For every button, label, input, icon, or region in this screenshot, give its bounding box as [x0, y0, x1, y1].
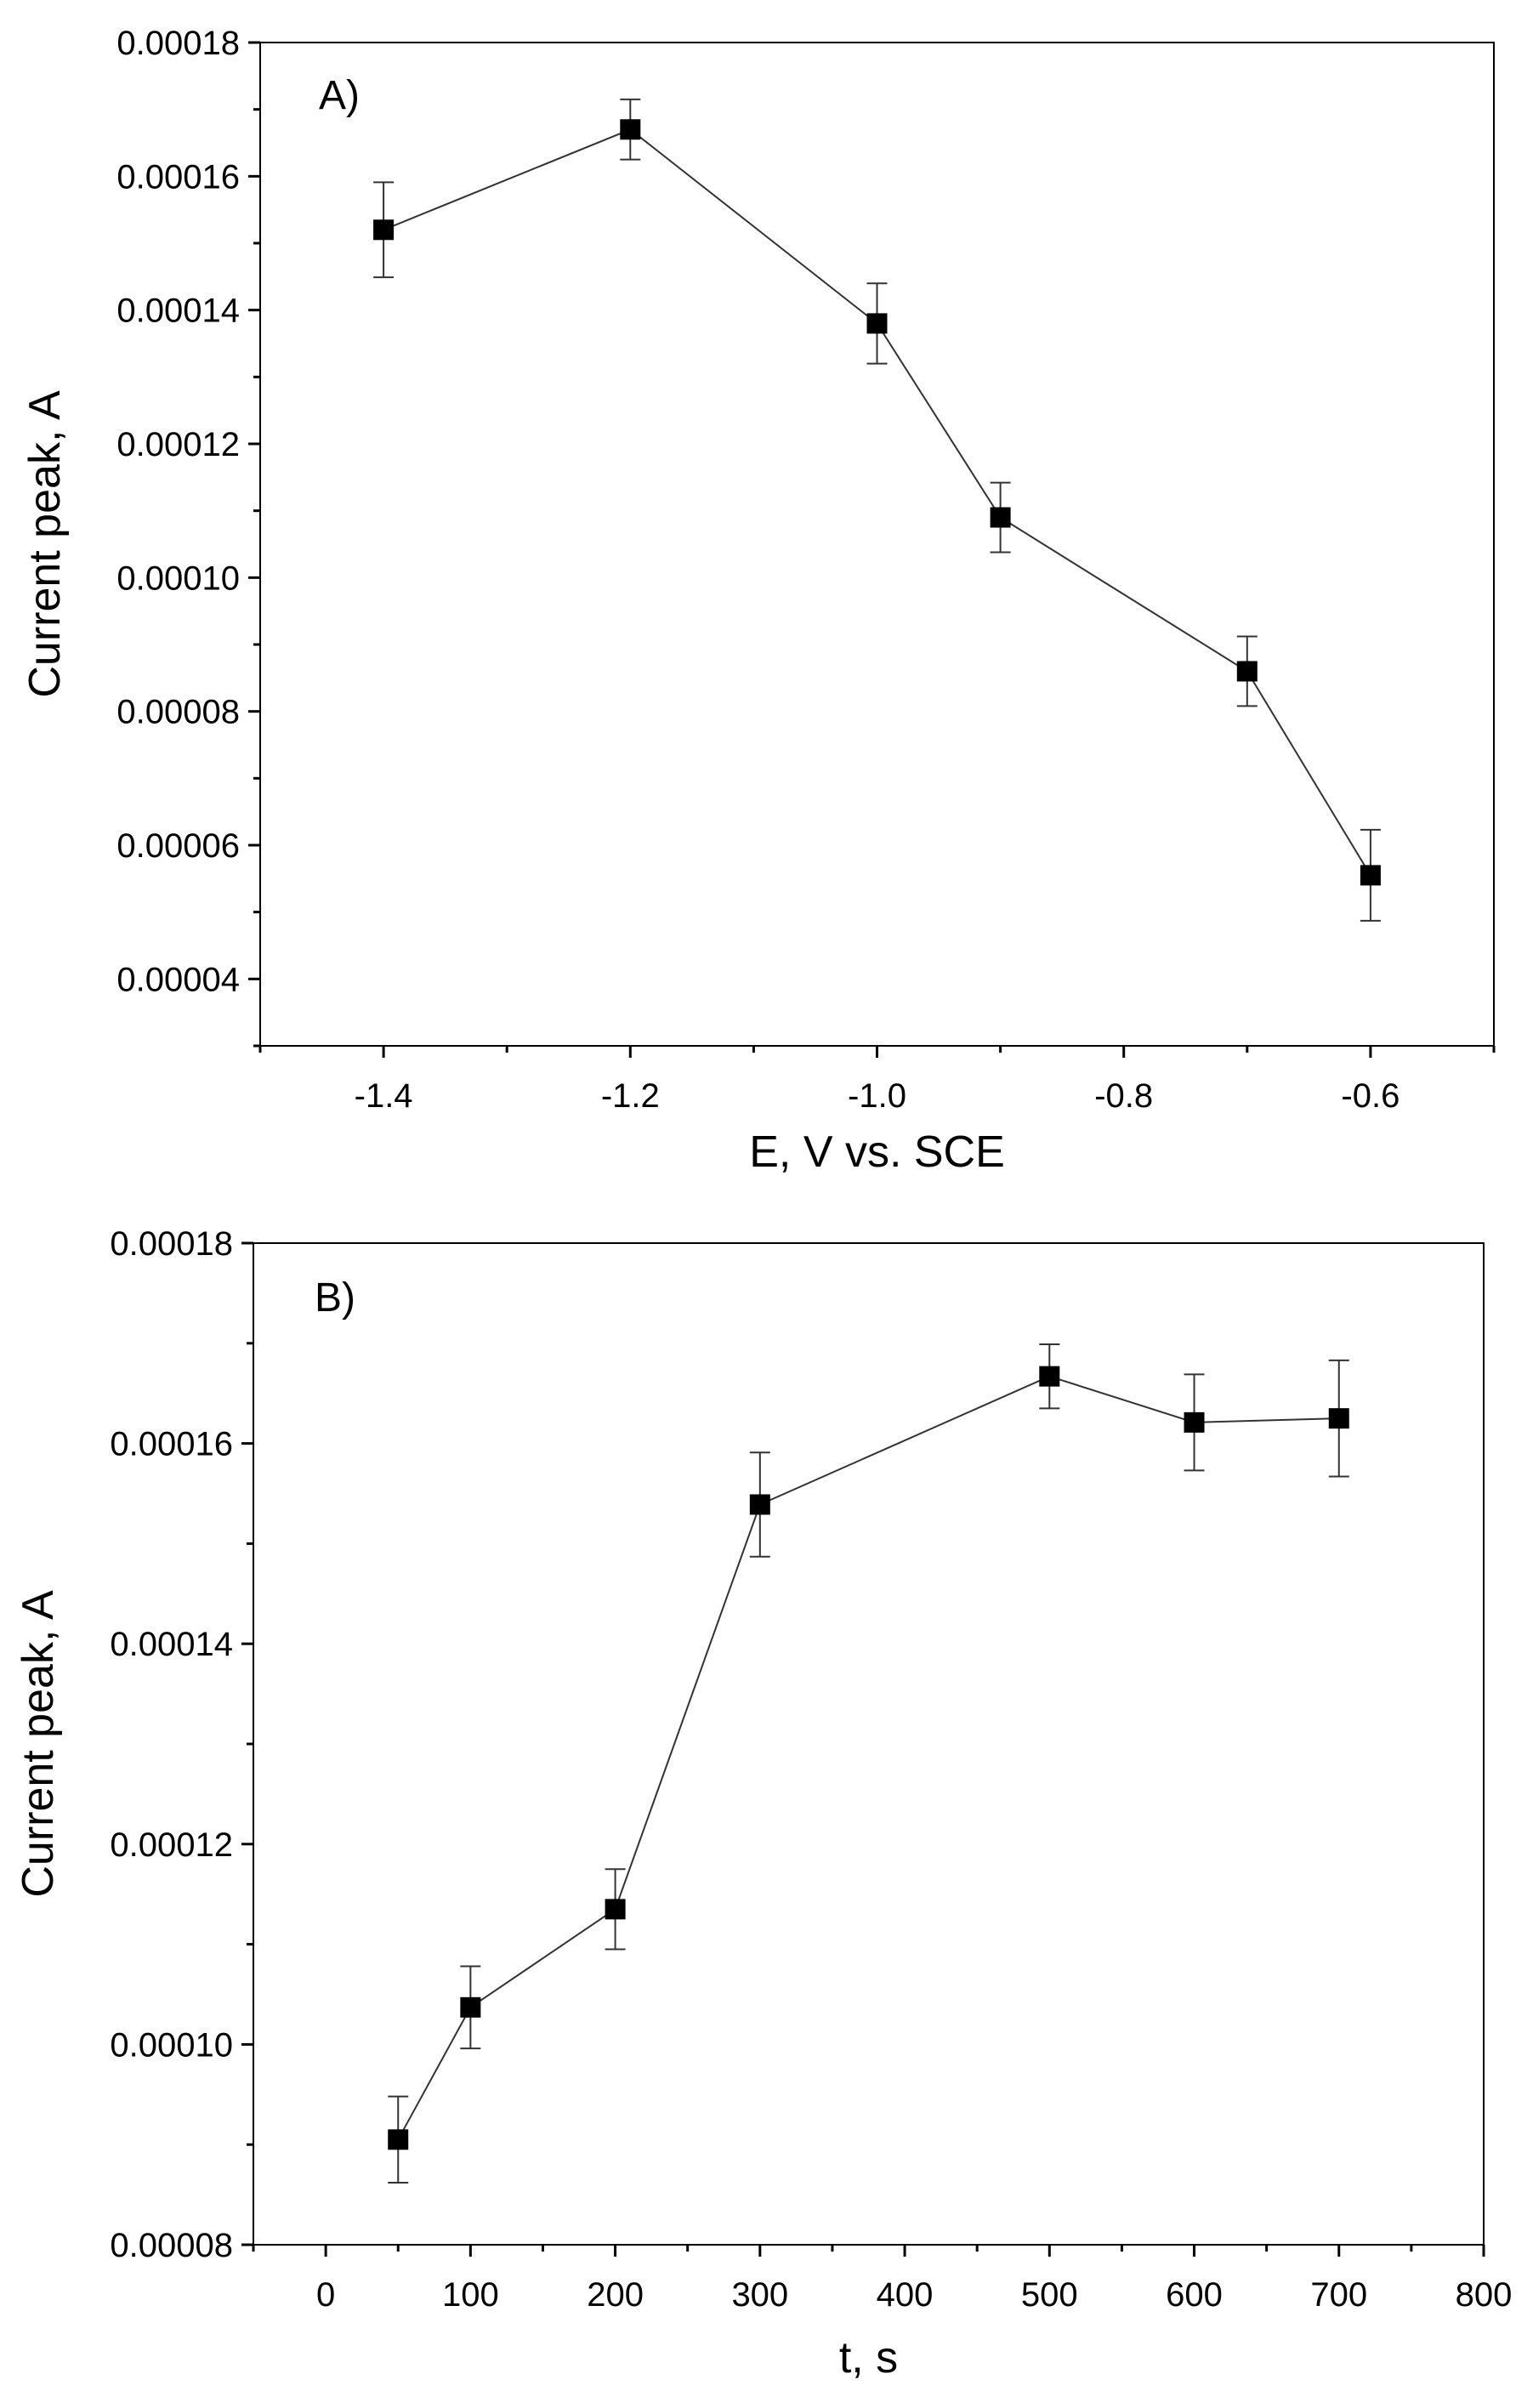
x-tick-label: 700: [1310, 2276, 1367, 2314]
data-point: [1039, 1366, 1060, 1387]
x-tick-label: -1.4: [355, 1077, 413, 1115]
x-tick-label: 400: [877, 2276, 934, 2314]
y-tick-label: 0.00012: [116, 426, 240, 463]
y-tick-label: 0.00010: [116, 559, 240, 597]
x-axis-title: E, V vs. SCE: [749, 1127, 1005, 1177]
y-tick-label: 0.00018: [116, 25, 240, 62]
panel-a: -1.4 -1.2 -1.0 -0.8 -0.6 0.00004 0.00006 0.0000…: [20, 25, 1496, 1177]
y-tick-label: 0.00016: [110, 1426, 233, 1463]
x-tick-label: 800: [1456, 2276, 1513, 2314]
y-tick-label: 0.00014: [110, 1626, 233, 1663]
y-tick-label: 0.00018: [110, 1225, 233, 1263]
y-tick-label: 0.00012: [110, 1826, 233, 1864]
y-tick-label: 0.00010: [110, 2026, 233, 2064]
data-point: [373, 219, 395, 241]
data-point: [1184, 1411, 1205, 1433]
y-axis-title: Current peak, A: [14, 1590, 63, 1898]
y-tick-label: 0.00004: [116, 961, 240, 998]
x-tick-label: 200: [587, 2276, 644, 2314]
x-tick-label: -0.8: [1094, 1077, 1153, 1115]
data-point: [605, 1899, 626, 1920]
data-point: [388, 2129, 409, 2150]
x-tick-label: -1.2: [601, 1077, 660, 1115]
x-tick-label: 600: [1166, 2276, 1223, 2314]
y-tick-label: 0.00014: [116, 292, 240, 330]
y-tick-label: 0.00006: [116, 827, 240, 865]
series-line: [383, 128, 1371, 876]
data-point: [620, 119, 641, 140]
panel-label: A): [319, 73, 360, 118]
plot-frame: [259, 42, 1495, 1047]
x-tick-label: -0.6: [1341, 1077, 1400, 1115]
y-tick-label: 0.00008: [116, 694, 240, 731]
data-point: [1328, 1408, 1349, 1429]
panel-b: 0 100 200 300 400 500 600 700 800 0.00008 0.00010 0…: [14, 1225, 1512, 2382]
x-tick-label: 500: [1021, 2276, 1078, 2314]
series-line: [397, 1375, 1339, 2140]
y-axis-title: Current peak, A: [20, 390, 70, 698]
data-point: [990, 507, 1011, 528]
x-tick-label: -1.0: [848, 1077, 906, 1115]
y-tick-label: 0.00016: [116, 158, 240, 196]
x-tick-label: 300: [731, 2276, 788, 2314]
plot-frame: [253, 1242, 1485, 2246]
data-point: [866, 313, 888, 334]
data-point: [1360, 865, 1381, 886]
x-axis-title: t, s: [839, 2333, 898, 2382]
data-point: [1236, 661, 1258, 682]
x-tick-label: 0: [316, 2276, 335, 2314]
y-tick-label: 0.00008: [110, 2227, 233, 2264]
data-point: [749, 1494, 770, 1515]
panel-label: B): [315, 1275, 355, 1320]
x-tick-label: 100: [442, 2276, 499, 2314]
data-point: [460, 1996, 481, 2018]
